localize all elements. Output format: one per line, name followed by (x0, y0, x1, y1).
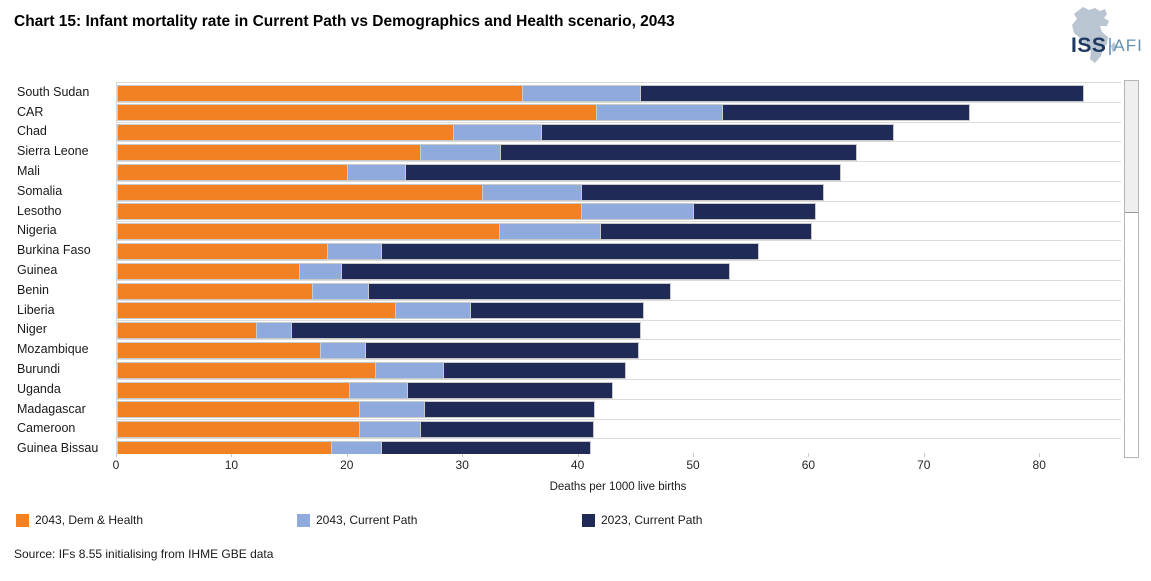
bar-2043-dem-health (117, 84, 524, 102)
chart-title: Chart 15: Infant mortality rate in Curre… (14, 13, 675, 30)
legend-item: 2043, Current Path (297, 513, 417, 527)
bar-2043-dem-health (117, 242, 329, 260)
bar-2043-dem-health (117, 302, 397, 320)
grid-row (117, 281, 1121, 301)
tick-label: 10 (224, 458, 239, 472)
tick-label: 0 (112, 458, 120, 472)
bar-2043-dem-health (117, 440, 332, 454)
grid-row (117, 83, 1121, 103)
legend-item: 2023, Current Path (582, 513, 702, 527)
category-label: Niger (17, 322, 47, 337)
bar-2043-dem-health (117, 143, 421, 161)
bar-2043-dem-health (117, 341, 322, 359)
source-note: Source: IFs 8.55 initialising from IHME … (14, 547, 274, 561)
tick-mark (116, 453, 117, 457)
bar-2043-dem-health (117, 163, 348, 181)
category-label: CAR (17, 104, 44, 119)
tick-mark (231, 453, 233, 457)
tick-label: 70 (917, 458, 931, 472)
vertical-scrollbar[interactable] (1124, 80, 1139, 458)
scrollbar-thumb[interactable] (1125, 81, 1138, 213)
legend-item: 2043, Dem & Health (16, 513, 143, 527)
category-label: Sierra Leone (17, 144, 89, 159)
grid-row (117, 142, 1121, 163)
category-label: Madagascar (17, 401, 86, 416)
logo-afi-label: AFI (1113, 36, 1143, 55)
tick-label: 30 (455, 458, 469, 472)
tick-mark (346, 453, 348, 457)
category-label: Liberia (17, 302, 55, 317)
tick-mark (808, 453, 810, 457)
legend-swatch (582, 513, 595, 527)
category-label: Somalia (17, 183, 63, 198)
category-label: Mali (17, 164, 40, 179)
logo-text: ISS AFI (1071, 34, 1143, 58)
grid-row (117, 123, 1121, 143)
bar-2043-dem-health (117, 223, 501, 241)
grid-row (117, 301, 1121, 321)
grid-row (117, 222, 1121, 242)
tick-label: 80 (1032, 458, 1046, 472)
plot-area (116, 82, 1121, 454)
bar-2043-dem-health (117, 322, 257, 340)
legend-swatch (297, 513, 310, 527)
iss-afi-logo: ISS AFI (1053, 4, 1149, 66)
grid-row (117, 380, 1121, 400)
category-label: Burkina Faso (17, 243, 91, 258)
legend-label: 2043, Dem & Health (35, 513, 144, 527)
grid-row (117, 261, 1121, 281)
category-label: Cameroon (17, 421, 76, 436)
category-label: Guinea (17, 263, 58, 278)
grid-row (117, 182, 1121, 202)
bar-2043-dem-health (117, 421, 361, 439)
category-label: South Sudan (17, 84, 90, 99)
grid-row (117, 420, 1121, 440)
bar-2043-dem-health (117, 104, 598, 122)
grid-row (117, 400, 1121, 420)
grid-row (117, 321, 1121, 341)
category-label: Uganda (17, 381, 61, 396)
legend-label: 2043, Current Path (316, 513, 418, 527)
bar-2043-dem-health (117, 282, 314, 300)
logo-divider (1109, 37, 1112, 55)
category-label: Lesotho (17, 203, 62, 218)
grid-row (117, 360, 1121, 380)
tick-mark (1039, 453, 1041, 457)
tick-label: 50 (686, 458, 700, 472)
x-axis-title: Deaths per 1000 live births (549, 481, 687, 493)
grid-row (117, 340, 1121, 361)
tick-mark (693, 453, 694, 457)
bar-2043-dem-health (117, 361, 376, 379)
tick-label: 60 (801, 458, 816, 472)
grid-row (117, 202, 1121, 222)
logo-iss-label: ISS (1071, 34, 1107, 57)
tick-mark (462, 453, 464, 457)
bar-2043-dem-health (117, 183, 483, 201)
category-label: Burundi (17, 362, 61, 377)
bar-2043-dem-health (117, 262, 301, 280)
legend-label: 2023, Current Path (601, 513, 703, 527)
category-axis: South Sudan CAR Chad Sierra Leone Mali Somali… (0, 82, 112, 453)
category-label: Chad (17, 124, 47, 139)
grid-row (117, 241, 1121, 262)
tick-label: 40 (570, 458, 585, 472)
bar-2043-dem-health (117, 203, 583, 221)
tick-label: 20 (340, 458, 354, 472)
value-axis: 0 10 20 30 40 50 60 70 80 (0, 453, 1151, 475)
bar-2043-dem-health (117, 401, 361, 419)
tick-mark (577, 453, 579, 457)
category-label: Guinea Bissau (17, 441, 99, 453)
tick-mark (923, 453, 925, 457)
category-label: Benin (17, 282, 49, 297)
bar-2043-dem-health (117, 124, 454, 142)
grid-row (117, 103, 1121, 123)
legend-swatch (16, 513, 29, 527)
category-label: Nigeria (17, 223, 57, 238)
category-label: Mozambique (17, 342, 89, 357)
grid-row (117, 162, 1121, 182)
bar-2043-dem-health (117, 381, 351, 399)
